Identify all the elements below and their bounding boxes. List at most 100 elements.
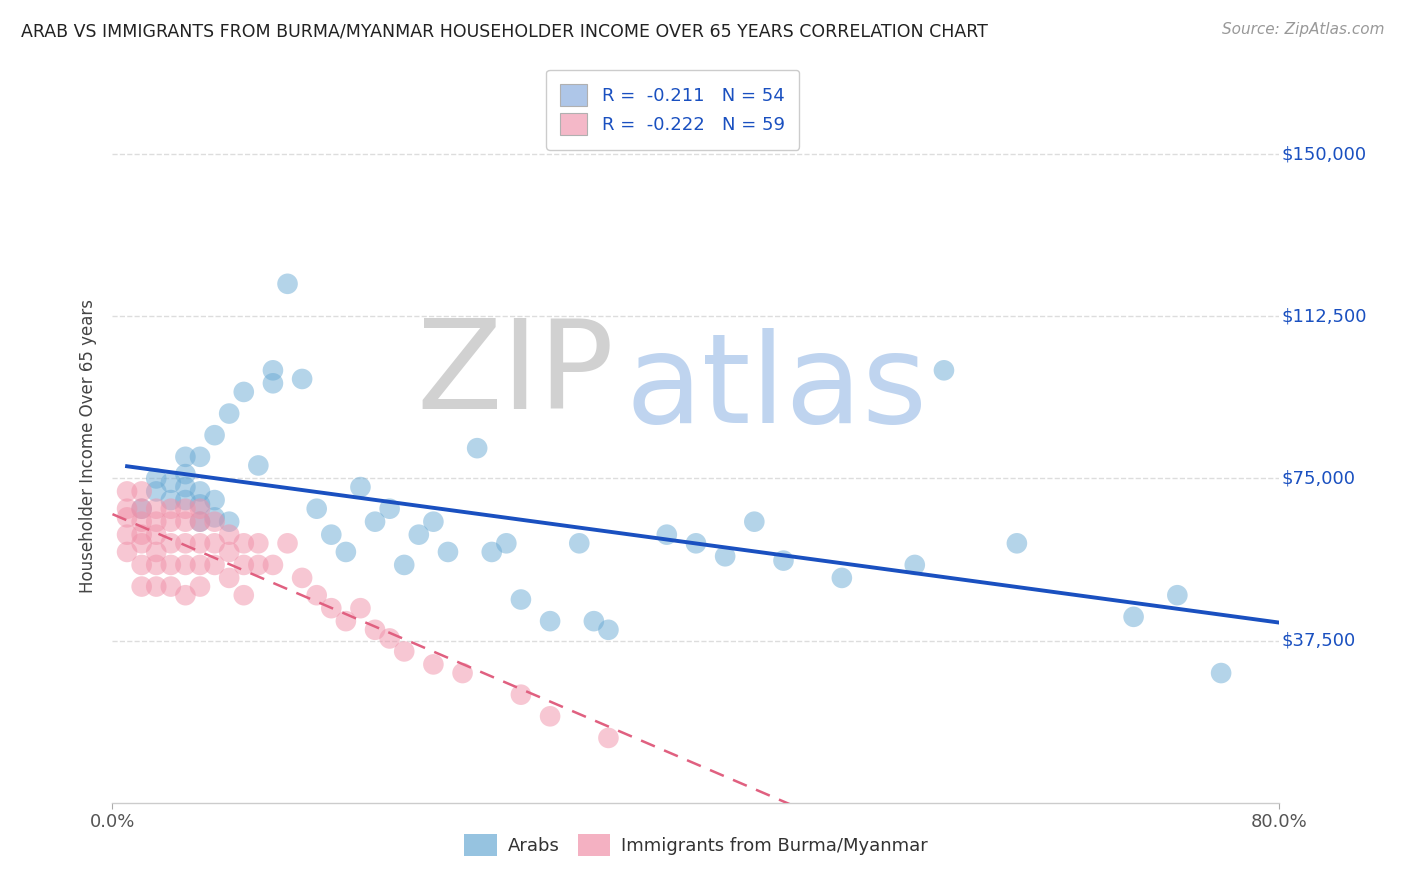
Point	[262, 376, 284, 391]
Point	[232, 536, 254, 550]
Point	[115, 510, 138, 524]
Point	[218, 407, 240, 421]
Point	[160, 515, 183, 529]
Point	[394, 558, 416, 572]
Point	[188, 501, 211, 516]
Point	[204, 510, 226, 524]
Point	[115, 545, 138, 559]
Point	[160, 580, 183, 594]
Point	[305, 501, 328, 516]
Point	[204, 536, 226, 550]
Point	[831, 571, 853, 585]
Point	[321, 527, 343, 541]
Point	[582, 614, 605, 628]
Point	[349, 601, 371, 615]
Point	[188, 497, 211, 511]
Point	[218, 515, 240, 529]
Point	[232, 558, 254, 572]
Point	[349, 480, 371, 494]
Point	[538, 709, 561, 723]
Y-axis label: Householder Income Over 65 years: Householder Income Over 65 years	[79, 299, 97, 593]
Point	[291, 372, 314, 386]
Point	[131, 580, 153, 594]
Point	[145, 527, 167, 541]
Point	[1209, 666, 1232, 681]
Point	[451, 666, 474, 681]
Point	[232, 384, 254, 399]
Point	[174, 501, 197, 516]
Point	[188, 536, 211, 550]
Legend: Arabs, Immigrants from Burma/Myanmar: Arabs, Immigrants from Burma/Myanmar	[456, 825, 936, 865]
Point	[598, 731, 620, 745]
Point	[145, 484, 167, 499]
Point	[131, 484, 153, 499]
Point	[685, 536, 707, 550]
Point	[568, 536, 591, 550]
Point	[335, 545, 357, 559]
Point	[364, 623, 387, 637]
Point	[115, 501, 138, 516]
Point	[378, 501, 401, 516]
Point	[174, 450, 197, 464]
Point	[160, 536, 183, 550]
Point	[145, 471, 167, 485]
Point	[321, 601, 343, 615]
Point	[714, 549, 737, 564]
Point	[174, 480, 197, 494]
Text: Source: ZipAtlas.com: Source: ZipAtlas.com	[1222, 22, 1385, 37]
Point	[422, 657, 444, 672]
Point	[335, 614, 357, 628]
Point	[742, 515, 765, 529]
Point	[131, 501, 153, 516]
Point	[174, 536, 197, 550]
Point	[247, 536, 270, 550]
Point	[276, 277, 298, 291]
Point	[1122, 610, 1144, 624]
Text: $75,000: $75,000	[1282, 469, 1355, 487]
Point	[232, 588, 254, 602]
Point	[262, 363, 284, 377]
Point	[131, 536, 153, 550]
Point	[131, 527, 153, 541]
Point	[145, 580, 167, 594]
Point	[364, 515, 387, 529]
Point	[598, 623, 620, 637]
Point	[160, 501, 183, 516]
Point	[145, 515, 167, 529]
Point	[1005, 536, 1028, 550]
Point	[495, 536, 517, 550]
Point	[509, 688, 531, 702]
Point	[174, 467, 197, 482]
Point	[408, 527, 430, 541]
Point	[115, 527, 138, 541]
Text: $150,000: $150,000	[1282, 145, 1367, 163]
Point	[305, 588, 328, 602]
Point	[160, 475, 183, 490]
Text: $112,500: $112,500	[1282, 307, 1367, 326]
Point	[437, 545, 460, 559]
Point	[145, 558, 167, 572]
Point	[188, 515, 211, 529]
Point	[188, 484, 211, 499]
Point	[932, 363, 955, 377]
Text: ZIP: ZIP	[416, 314, 614, 435]
Text: ARAB VS IMMIGRANTS FROM BURMA/MYANMAR HOUSEHOLDER INCOME OVER 65 YEARS CORRELATI: ARAB VS IMMIGRANTS FROM BURMA/MYANMAR HO…	[21, 22, 988, 40]
Point	[772, 553, 794, 567]
Point	[465, 441, 488, 455]
Point	[131, 501, 153, 516]
Point	[394, 644, 416, 658]
Point	[204, 493, 226, 508]
Point	[262, 558, 284, 572]
Point	[904, 558, 927, 572]
Point	[145, 501, 167, 516]
Point	[276, 536, 298, 550]
Point	[174, 588, 197, 602]
Point	[160, 493, 183, 508]
Text: atlas: atlas	[626, 328, 928, 450]
Point	[188, 515, 211, 529]
Point	[422, 515, 444, 529]
Point	[204, 428, 226, 442]
Point	[1166, 588, 1188, 602]
Point	[218, 571, 240, 585]
Point	[247, 558, 270, 572]
